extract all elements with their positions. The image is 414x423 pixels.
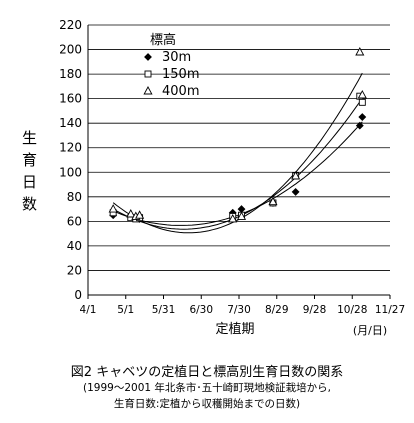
y-tick-label: 0	[74, 288, 82, 302]
x-axis-tick-labels: 4/1 5/1 5/31 6/30 7/30 8/29 9/28 10/28 11/27	[80, 304, 406, 316]
y-tick-label: 220	[59, 18, 82, 32]
data-point-400m	[355, 47, 365, 56]
y-axis-tick-labels: 0 20 40 60 80 100 120 140 160 180 200 220	[59, 18, 82, 302]
y-tick-label: 140	[59, 116, 82, 130]
figure-caption-line-2: 生育日数:定植から収穫開始までの日数)	[113, 398, 301, 410]
legend-label-150m: 150m	[162, 67, 199, 82]
x-tick-label: 11/27	[375, 304, 405, 316]
x-tick-label: 7/30	[227, 304, 251, 316]
trend-curve-150m	[112, 97, 363, 230]
data-point-400m	[291, 171, 301, 180]
x-tick-label: 5/31	[152, 304, 176, 316]
y-axis-label-char: 生	[22, 129, 38, 147]
x-axis-label: 定植期	[215, 322, 254, 337]
figure-caption-line-1: (1999～2001 年北条市･五十崎町現地検証栽培から,	[83, 382, 331, 394]
x-tick-label: 9/28	[303, 304, 327, 316]
x-tick-label: 5/1	[117, 304, 134, 316]
y-tick-label: 100	[59, 165, 82, 179]
y-tick-label: 80	[67, 190, 82, 204]
data-point-400m	[126, 209, 136, 218]
legend: 標高 30m 150m 400m	[143, 32, 199, 99]
trend-curve-30m	[113, 121, 363, 226]
legend-marker-30m	[144, 53, 152, 61]
x-tick-label: 6/30	[189, 304, 213, 316]
axes	[87, 25, 391, 299]
y-tick-label: 180	[59, 67, 82, 81]
legend-marker-400m	[143, 86, 153, 95]
data-point-30m	[355, 121, 364, 130]
y-tick-label: 40	[67, 239, 82, 253]
y-tick-label: 60	[67, 214, 82, 228]
trend-curve-400m	[112, 72, 363, 234]
x-axis-unit: (月/日)	[353, 324, 387, 337]
legend-label-30m: 30m	[162, 50, 191, 65]
x-tick-label: 8/29	[265, 304, 289, 316]
x-tick-label: 4/1	[80, 304, 97, 316]
figure-caption-title: 図2 キャベツの定植日と標高別生育日数の関系	[70, 365, 344, 380]
data-point-150m	[358, 98, 366, 106]
y-axis-label-char: 育	[22, 151, 38, 169]
y-axis-label-char: 数	[22, 195, 38, 213]
data-point-400m	[228, 213, 238, 223]
data-points	[108, 47, 367, 223]
trend-curves	[112, 72, 363, 234]
data-point-400m	[108, 204, 118, 213]
data-point-30m	[358, 113, 367, 121]
data-point-400m	[135, 210, 145, 219]
chart: 0 20 40 60 80 100 120 140 160 180 200 220 4/1 5/1 5/3…	[59, 18, 406, 337]
grid-lines	[88, 24, 390, 271]
data-point-400m	[357, 90, 367, 99]
legend-title: 標高	[150, 32, 176, 48]
data-point-400m	[268, 196, 278, 206]
y-tick-label: 160	[59, 92, 82, 106]
x-tick-label: 10/28	[337, 304, 367, 316]
y-tick-label: 20	[67, 263, 82, 277]
data-point-400m	[236, 211, 247, 220]
legend-label-400m: 400m	[162, 84, 199, 99]
y-tick-label: 200	[59, 43, 82, 57]
data-point-30m	[291, 187, 300, 196]
y-axis-label-char: 日	[22, 173, 38, 191]
legend-marker-150m	[144, 70, 152, 78]
y-tick-label: 120	[59, 141, 82, 155]
